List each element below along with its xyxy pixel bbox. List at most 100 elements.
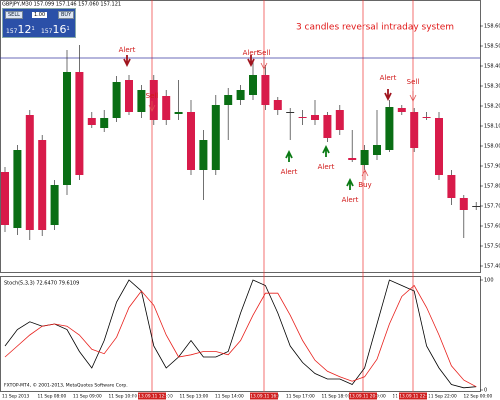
- candle-body: [311, 115, 319, 120]
- x-tick-label: 11 Sep 18:00: [322, 394, 351, 400]
- x-tick-label: 11 Sep 22:00: [428, 394, 457, 400]
- candle-body: [125, 80, 133, 112]
- candle-body: [472, 206, 481, 207]
- x-tick-label: 11 Sep 14:00: [215, 394, 244, 400]
- candle-body: [335, 110, 344, 130]
- candle-body: [87, 118, 96, 125]
- main-frame: [0, 0, 481, 273]
- candle-body: [435, 118, 443, 175]
- signal-arrow: [409, 91, 417, 102]
- candle-body: [298, 117, 307, 118]
- candle-body: [249, 75, 257, 95]
- signal-arrow: [123, 55, 131, 68]
- signal-arrow: [247, 55, 255, 68]
- y-tick-label: 157.400: [484, 264, 500, 270]
- annotation: Alert: [281, 168, 298, 176]
- buy-price: 157161: [41, 23, 70, 36]
- candle-body: [162, 96, 171, 120]
- lot-size[interactable]: 1.00: [32, 12, 48, 18]
- annotation: Alert: [243, 49, 260, 57]
- candle-body: [261, 75, 270, 105]
- indicator-line: [4, 284, 477, 388]
- candle-body: [447, 175, 456, 198]
- indicator-frame: [0, 276, 481, 392]
- annotation: Sell: [407, 78, 420, 86]
- candle-body: [373, 145, 381, 155]
- candle-body: [199, 140, 208, 170]
- cursor-label: 2013.09.11 12:00: [133, 394, 172, 400]
- candle-body: [348, 158, 357, 160]
- candle-body: [100, 118, 109, 128]
- candle-body: [323, 115, 332, 138]
- x-tick-label: 11 Sep 13:00: [180, 394, 209, 400]
- y-tick-label: 158.600: [484, 24, 500, 30]
- candle-body: [236, 90, 245, 100]
- annotation: Alert: [380, 74, 397, 82]
- candle-body: [410, 112, 419, 148]
- candle-body: [50, 185, 59, 225]
- copyright: FXTOP-MT4, © 2001-2013, MetaQuotes Softw…: [4, 382, 128, 389]
- x-tick-label: 11 Sep 10:00: [109, 394, 138, 400]
- signal-arrow: [361, 169, 369, 180]
- y-tick-label: 158.000: [484, 144, 500, 150]
- y-tick-label: 158.400: [484, 64, 500, 70]
- buy-price-big: 16: [52, 23, 67, 36]
- sell-price-big: 12: [17, 23, 32, 36]
- y-tick-label: 100: [484, 278, 494, 284]
- y-tick-label: 157.500: [484, 244, 500, 250]
- y-tick-label: 157.600: [484, 224, 500, 230]
- x-tick-label: 11 Sep 17:00: [286, 394, 315, 400]
- candle-body: [273, 100, 282, 110]
- candle-body: [459, 198, 468, 210]
- candle-body: [75, 72, 84, 175]
- x-tick-label: 11 Sep 08:00: [38, 394, 67, 400]
- annotation: Sell: [258, 49, 271, 57]
- sell-price: 157121: [6, 23, 35, 36]
- candle-body: [286, 112, 295, 113]
- x-tick-label: 12 Sep 00:00: [464, 394, 493, 400]
- candle-body: [360, 150, 369, 165]
- sell-price-main: 157: [6, 28, 18, 35]
- candle-body: [38, 140, 47, 230]
- candle-body: [211, 105, 220, 170]
- candle-body: [63, 72, 71, 185]
- y-tick-label: 157.800: [484, 184, 500, 190]
- y-tick-label: 158.300: [484, 84, 500, 90]
- candle-body: [137, 90, 146, 112]
- cursor-label-bg: [138, 392, 166, 400]
- candle-body: [187, 112, 195, 170]
- y-tick-label: 157.900: [484, 164, 500, 170]
- chart-title: 3 candles reversal intraday system: [296, 23, 454, 33]
- candle-body: [25, 115, 34, 230]
- x-tick-label: 11 Sep 09:00: [73, 394, 102, 400]
- cursor-label-bg: [349, 392, 377, 400]
- sell-price-small: 1: [31, 26, 35, 32]
- signal-arrow: [346, 177, 354, 190]
- y-tick-label: 158.500: [484, 44, 500, 50]
- annotation: Alert: [119, 46, 136, 54]
- candle-body: [13, 150, 22, 228]
- buy-price-main: 157: [41, 28, 53, 35]
- candle-body: [397, 108, 406, 112]
- annotation: Alert: [318, 163, 335, 171]
- buy-button[interactable]: BUY: [58, 11, 75, 19]
- y-tick-label: 158.100: [484, 124, 500, 130]
- cursor-label: 2013.09.11 20:00: [344, 394, 383, 400]
- indicator-title: Stoch(5,3,3) 72.6470 79.6109: [4, 281, 79, 287]
- candle-body: [385, 107, 394, 150]
- signal-arrow: [260, 59, 268, 70]
- buy-price-small: 1: [66, 26, 70, 32]
- cursor-label-bg: [399, 392, 427, 400]
- candle-body: [422, 117, 431, 118]
- signal-arrow: [148, 101, 156, 112]
- candle-body: [224, 95, 233, 105]
- cursor-label-bg: [250, 392, 278, 400]
- sell-button[interactable]: SELL: [5, 11, 23, 19]
- symbol-line: GBPJPY,M30 157.099 157.146 157.060 157.1…: [2, 2, 121, 8]
- candle-body: [1, 172, 9, 225]
- y-tick-label: 157.700: [484, 204, 500, 210]
- signal-arrow: [285, 149, 293, 162]
- y-tick-label: 158.200: [484, 104, 500, 110]
